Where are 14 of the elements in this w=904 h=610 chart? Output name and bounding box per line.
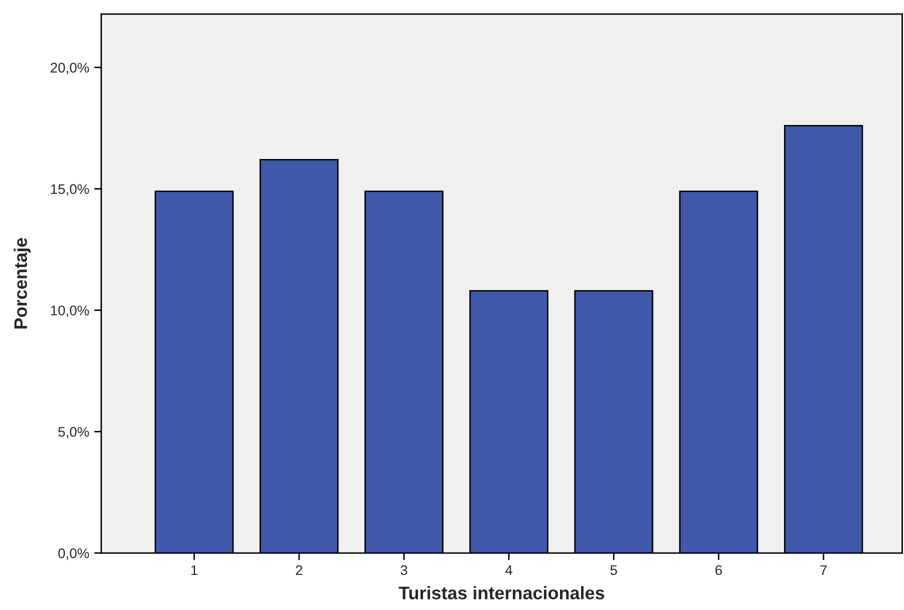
x-tick-label: 1 — [191, 565, 198, 575]
y-tick-label: 10,0% — [51, 306, 89, 318]
x-tick-label: 5 — [610, 565, 618, 576]
x-tick-label: 4 — [505, 565, 512, 575]
x-tick-label: 7 — [820, 565, 827, 575]
y-axis-title: Porcentaje — [14, 238, 31, 328]
y-tick-label: 5,0% — [58, 426, 89, 438]
y-tick-label: 0,0% — [58, 548, 89, 560]
x-tick-label: 2 — [296, 565, 302, 575]
x-tick-label: 6 — [715, 565, 722, 576]
x-axis-title: Turistas internacionales — [398, 586, 604, 600]
x-tick-label: 3 — [400, 565, 408, 576]
y-tick-label: 15,0% — [51, 184, 89, 196]
y-tick-label: 20,0% — [50, 62, 89, 74]
